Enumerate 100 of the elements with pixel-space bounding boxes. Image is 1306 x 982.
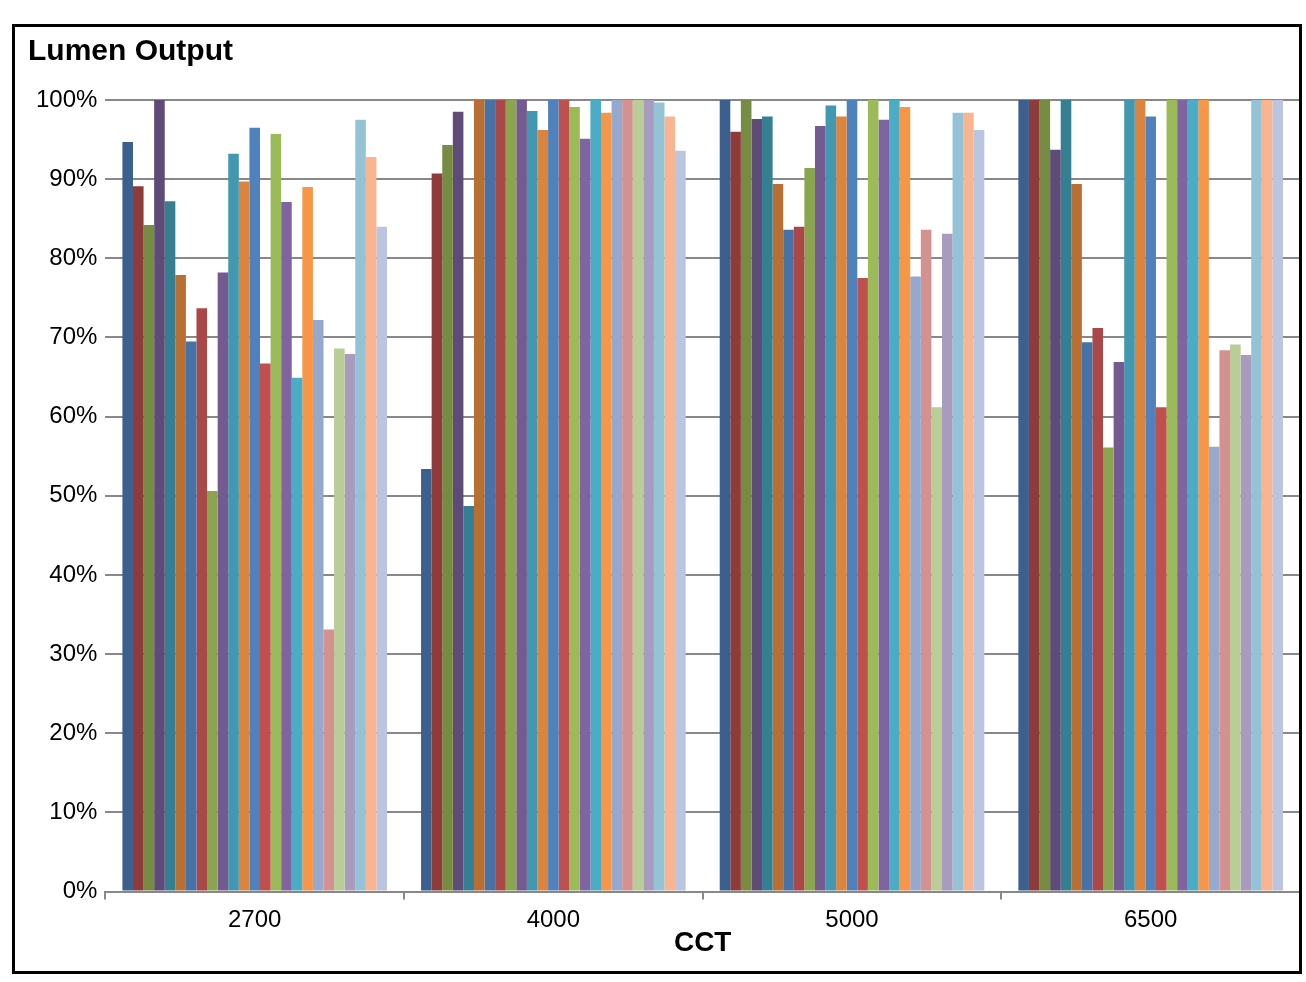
bar xyxy=(558,100,570,891)
bar xyxy=(910,276,921,891)
bar xyxy=(1060,100,1072,891)
bar xyxy=(185,341,197,891)
bar xyxy=(762,116,773,891)
bar xyxy=(793,226,805,891)
bar xyxy=(1028,100,1040,891)
bar xyxy=(537,130,549,891)
bar xyxy=(302,187,313,891)
bar xyxy=(334,348,345,891)
bar xyxy=(1177,100,1188,891)
bar xyxy=(548,100,559,891)
bar xyxy=(643,100,654,891)
bar xyxy=(1071,183,1082,891)
bar xyxy=(825,105,837,891)
bar xyxy=(622,100,633,891)
x-axis-title: CCT xyxy=(673,925,732,957)
bar xyxy=(579,138,591,891)
bar xyxy=(365,157,377,891)
bar xyxy=(143,225,155,891)
bar xyxy=(899,107,911,891)
bar xyxy=(473,100,485,891)
bar xyxy=(1219,350,1231,891)
bar xyxy=(867,100,879,891)
bar xyxy=(675,150,686,891)
bar xyxy=(463,506,474,891)
bar xyxy=(878,119,890,891)
bar xyxy=(291,377,303,891)
bar xyxy=(228,153,239,891)
bar xyxy=(217,272,229,891)
x-tick-label: 2700 xyxy=(228,904,282,932)
bar xyxy=(1103,447,1114,891)
y-tick-label: 20% xyxy=(49,717,98,745)
bar xyxy=(442,145,453,891)
bar xyxy=(132,186,144,891)
bar xyxy=(804,168,815,891)
bar xyxy=(952,112,964,891)
y-tick-label: 50% xyxy=(49,480,98,508)
bar xyxy=(600,112,612,891)
bar xyxy=(1251,100,1262,891)
bar xyxy=(1018,100,1029,891)
bar xyxy=(664,116,676,891)
bar xyxy=(484,100,496,891)
y-tick-label: 30% xyxy=(49,638,98,666)
bar xyxy=(1039,100,1051,891)
y-tick-label: 70% xyxy=(49,322,98,350)
bar xyxy=(1187,100,1199,891)
bar xyxy=(260,363,271,891)
bar xyxy=(836,116,847,891)
bar xyxy=(1198,100,1209,891)
bar xyxy=(1145,116,1156,891)
bar xyxy=(495,100,506,891)
bar xyxy=(1124,100,1135,891)
bar xyxy=(281,202,292,891)
bar xyxy=(207,491,218,891)
bar xyxy=(249,127,260,891)
bar xyxy=(516,100,527,891)
bar xyxy=(196,308,208,891)
bar xyxy=(1092,327,1104,891)
bar xyxy=(569,107,580,891)
bar xyxy=(1081,342,1093,891)
chart-title: Lumen Output xyxy=(28,33,233,67)
bar xyxy=(920,229,932,891)
bar xyxy=(632,100,644,891)
bar xyxy=(1240,354,1252,891)
bar xyxy=(730,131,741,891)
y-tick-label: 100% xyxy=(35,84,98,112)
x-tick-label: 6500 xyxy=(1123,904,1178,932)
bar xyxy=(1050,149,1061,891)
y-tick-label: 40% xyxy=(49,559,98,587)
y-tick-label: 80% xyxy=(49,242,98,270)
y-tick-label: 0% xyxy=(62,876,98,904)
bar xyxy=(889,100,900,891)
bar xyxy=(1208,446,1220,891)
bar xyxy=(751,119,763,891)
bar xyxy=(344,354,356,891)
bar xyxy=(783,229,794,891)
bar xyxy=(270,134,282,891)
bar xyxy=(857,278,868,891)
bar xyxy=(1261,100,1273,891)
bar xyxy=(323,629,335,891)
bar xyxy=(772,183,784,891)
bar xyxy=(941,233,953,891)
bar xyxy=(431,173,443,891)
bar xyxy=(1155,407,1167,891)
bar xyxy=(122,141,133,891)
bar xyxy=(164,201,176,891)
bar xyxy=(526,111,538,891)
bar xyxy=(590,100,601,891)
bar xyxy=(1134,100,1146,891)
bar xyxy=(1166,100,1178,891)
bar xyxy=(653,102,665,891)
bar xyxy=(452,111,464,891)
bar xyxy=(421,468,432,891)
bar xyxy=(1230,344,1241,891)
y-tick-label: 60% xyxy=(49,401,98,429)
bar xyxy=(846,100,858,891)
bar xyxy=(154,100,165,891)
bar xyxy=(931,407,942,891)
y-tick-label: 90% xyxy=(49,163,98,191)
